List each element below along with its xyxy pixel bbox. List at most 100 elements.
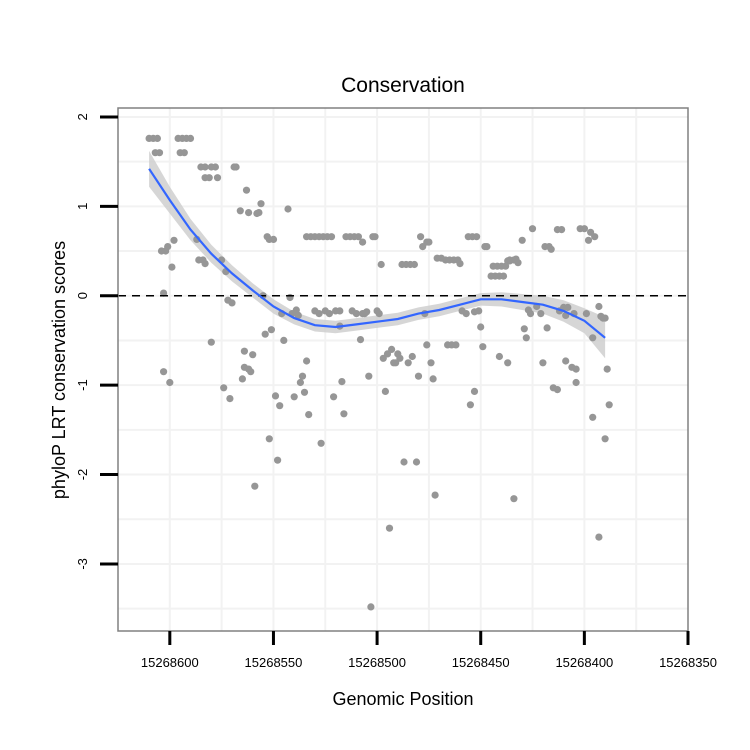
data-point: [483, 243, 491, 251]
data-point: [371, 233, 379, 241]
data-point: [201, 174, 209, 182]
panel-background: [118, 108, 688, 631]
data-point: [601, 314, 609, 322]
y-tick-label: 1: [75, 203, 90, 210]
data-point: [475, 307, 483, 315]
data-point: [528, 225, 537, 233]
data-point: [247, 368, 255, 376]
data-point: [377, 260, 385, 269]
data-point: [558, 226, 566, 234]
data-point: [276, 402, 284, 410]
data-point: [591, 233, 599, 241]
data-point: [603, 365, 611, 373]
data-point: [340, 410, 348, 418]
data-point: [539, 359, 547, 367]
data-point: [499, 272, 508, 280]
data-point: [388, 345, 396, 353]
data-point: [354, 233, 362, 241]
data-point: [473, 233, 481, 241]
data-point: [220, 384, 228, 392]
x-tick-label: 15268500: [348, 655, 406, 670]
data-point: [257, 200, 265, 208]
data-point: [543, 324, 551, 332]
data-point: [412, 458, 421, 466]
data-point: [303, 357, 311, 365]
data-point: [284, 205, 292, 213]
data-point: [300, 388, 309, 396]
data-point: [265, 435, 273, 443]
x-tick-label: 15268350: [659, 655, 717, 670]
y-axis: 2 1 0 -1 -2 -3: [75, 113, 118, 570]
data-point: [595, 302, 603, 311]
data-point: [153, 134, 161, 142]
data-point: [605, 401, 613, 409]
data-point: [375, 310, 383, 318]
data-point: [226, 395, 234, 403]
data-point: [589, 334, 597, 342]
y-tick-label: -1: [75, 379, 90, 391]
data-point: [365, 372, 373, 380]
data-point: [356, 336, 365, 344]
data-point: [456, 260, 464, 268]
data-point: [245, 209, 253, 217]
panel-border: [117, 107, 689, 632]
data-point: [180, 149, 188, 157]
y-tick-label: -2: [75, 469, 90, 481]
data-point: [160, 289, 168, 297]
data-point: [336, 307, 344, 315]
ribbon-layer: [149, 150, 606, 359]
data-point: [242, 186, 251, 194]
data-point: [572, 378, 580, 387]
data-point: [431, 491, 439, 499]
data-point: [425, 238, 433, 246]
data-point: [584, 236, 593, 244]
data-point: [396, 354, 404, 362]
data-point: [330, 393, 338, 401]
data-point: [553, 386, 562, 394]
data-point: [271, 392, 280, 400]
data-point: [201, 260, 209, 268]
data-point: [292, 306, 300, 314]
data-point: [518, 236, 526, 244]
data-point: [267, 326, 275, 334]
data-point: [466, 401, 474, 409]
data-point: [381, 387, 389, 395]
data-point: [589, 413, 597, 421]
data-point: [470, 387, 479, 395]
data-point: [269, 235, 278, 243]
data-point: [526, 310, 535, 318]
x-axis-title: Genomic Position: [332, 689, 473, 709]
data-point: [251, 482, 259, 490]
y-axis-title: phyloP LRT conservation scores: [49, 241, 69, 499]
data-point: [255, 209, 263, 217]
data-point: [522, 334, 530, 342]
x-axis: 15268600 15268550 15268500 15268450 15268400…: [141, 631, 717, 670]
data-point: [164, 243, 172, 251]
data-point: [170, 236, 178, 244]
data-point: [290, 393, 298, 401]
data-point: [249, 351, 257, 359]
data-point: [359, 238, 367, 246]
data-point: [363, 308, 371, 316]
loess-smooth-line: [148, 168, 606, 339]
data-point: [367, 603, 375, 611]
x-tick-label: 15268550: [245, 655, 303, 670]
data-point: [429, 375, 437, 383]
y-tick-label: 0: [75, 292, 90, 299]
data-point: [595, 533, 603, 541]
data-point: [414, 372, 423, 380]
data-point: [298, 372, 307, 380]
data-point: [462, 310, 470, 318]
data-point: [211, 163, 219, 171]
data-point: [427, 359, 435, 367]
data-point: [572, 365, 580, 373]
data-point: [520, 325, 528, 333]
data-point: [352, 310, 360, 318]
data-point: [327, 233, 336, 241]
data-point: [325, 310, 333, 318]
data-point: [280, 336, 288, 344]
data-point: [228, 299, 236, 307]
chart-title: Conservation: [341, 74, 465, 97]
data-point: [317, 439, 325, 447]
